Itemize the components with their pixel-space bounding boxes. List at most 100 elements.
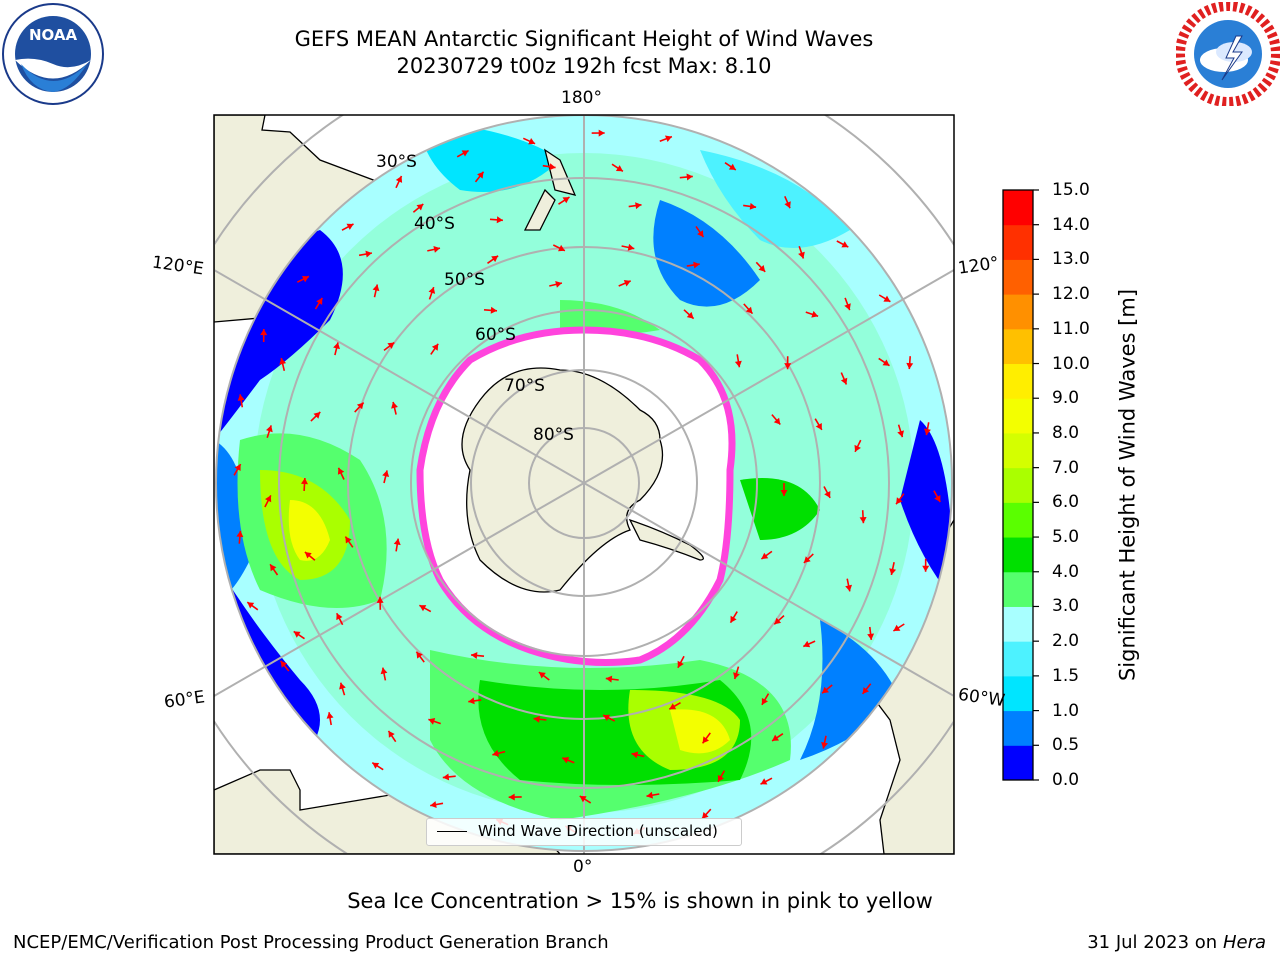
wave-arrow-head — [798, 251, 805, 259]
wave-arrow-head — [490, 306, 497, 314]
colorbar-frame — [1002, 189, 1034, 781]
colorbar-tick-label: 11.0 — [1052, 318, 1090, 339]
wave-arrow-head — [270, 564, 277, 572]
lat-label-50s: 50°S — [444, 270, 485, 290]
wave-arrow-head — [821, 742, 828, 749]
map-frame — [213, 114, 955, 855]
wave-arrow-head — [280, 660, 288, 668]
wave-arrow-head — [646, 791, 653, 799]
wave-arrow-head — [728, 163, 736, 170]
graticule — [214, 115, 954, 854]
chart-subtitle: 20230729 t00z 192h fcst Max: 8.10 — [396, 54, 772, 78]
colorbar-tick-label: 14.0 — [1052, 214, 1090, 235]
map-legend: Wind Wave Direction (unscaled) — [426, 818, 742, 846]
wave-arrow-head — [615, 165, 623, 172]
wave-arrow-head — [665, 135, 672, 142]
wave-arrow-head — [388, 730, 395, 738]
wave-arrow-head — [603, 714, 611, 721]
colorbar-segment — [1003, 675, 1033, 712]
colorbar-segment — [1003, 502, 1033, 538]
wave-arrow-head — [745, 306, 753, 314]
wave-arrow-head — [555, 281, 562, 288]
colorbar-segment — [1003, 224, 1033, 260]
lat-label-70s: 70°S — [504, 376, 545, 396]
colorbar — [1002, 189, 1039, 781]
wave-arrow-head — [883, 295, 891, 302]
wave-arrow-head — [702, 812, 709, 819]
wave-arrow-head — [623, 280, 631, 287]
wave-arrow-head — [635, 202, 642, 210]
land-antarctic-peninsula — [628, 518, 704, 561]
lat-label-40s: 40°S — [414, 214, 455, 234]
run-date-text: 31 Jul 2023 on — [1087, 932, 1218, 953]
wave-arrow-head — [733, 672, 740, 679]
colorbar-tick-label: 15.0 — [1052, 180, 1090, 200]
wave-arrow-head — [627, 243, 635, 251]
wave-arrow-head — [391, 401, 398, 409]
wave-arrow-head — [697, 230, 704, 238]
wave-arrow-head — [844, 303, 851, 311]
producer-credit: NCEP/EMC/Verification Post Processing Pr… — [13, 932, 609, 953]
wave-arrow-head — [302, 276, 309, 283]
wave-arrow-head — [803, 556, 811, 563]
wave-arrow-head — [260, 329, 268, 336]
wave-arrow-head — [356, 402, 364, 410]
wave-arrow-head — [882, 359, 890, 366]
wave-arrow-head — [301, 478, 308, 485]
wave-arrow-head — [677, 660, 684, 668]
wave-arrow-head — [761, 552, 769, 559]
wave-arrow-head — [693, 261, 700, 269]
wave-arrow-head — [382, 470, 390, 477]
wave-arrow-head — [496, 216, 503, 224]
wave-arrow-head — [815, 423, 822, 430]
wave-arrow-head — [934, 495, 941, 502]
run-date: 31 Jul 2023 on Hera — [1087, 932, 1266, 953]
wave-arrow-head — [897, 430, 904, 438]
wave-arrow-head — [822, 686, 829, 694]
wave-arrow-head — [562, 757, 570, 764]
wave-arrow-head — [376, 596, 384, 603]
wave-arrow-head — [428, 287, 436, 294]
wave-arrow-head — [562, 197, 570, 204]
wave-arrow-head — [237, 394, 245, 401]
colorbar-tick-label: 10.0 — [1052, 353, 1090, 374]
wave-arrow-head — [598, 129, 605, 137]
wave-arrow-head — [669, 703, 677, 710]
wave-arrow-head — [313, 412, 321, 419]
colorbar-segment — [1003, 467, 1033, 503]
wave-arrow-head — [345, 536, 352, 544]
colorbar-tick-label: 13.0 — [1052, 249, 1090, 270]
wave-arrow-head — [372, 284, 380, 292]
colorbar-segment — [1003, 710, 1033, 746]
wave-arrow-head — [416, 651, 423, 659]
colorbar-tick-label: 3.0 — [1052, 596, 1080, 617]
wave-arrow-head — [528, 138, 536, 145]
colorbar-tick-label: 8.0 — [1052, 422, 1080, 443]
wave-arrow-head — [266, 425, 273, 433]
wave-arrow-head — [538, 672, 546, 679]
wave-arrow-head — [316, 297, 323, 305]
lat-label-30s: 30°S — [376, 152, 417, 172]
wave-arrow-head — [889, 568, 897, 575]
wave-arrow-head — [854, 444, 861, 452]
wave-arrow-head — [734, 360, 742, 368]
wave-arrow-head — [372, 762, 380, 769]
wave-arrow-head — [579, 796, 587, 803]
wave-arrow-head — [859, 517, 867, 524]
wave-arrow-head — [824, 491, 831, 498]
colorbar-segment — [1003, 745, 1033, 781]
wave-arrow-head — [339, 682, 346, 690]
machine-name: Hera — [1222, 932, 1266, 953]
wave-arrow-head — [430, 801, 437, 808]
colorbar-segment — [1003, 259, 1033, 295]
wave-arrow-head — [605, 675, 613, 683]
wave-arrow-head — [772, 734, 779, 741]
colorbar-tick-label: 5.0 — [1052, 527, 1080, 548]
wave-arrow-head — [780, 490, 788, 496]
colorbar-segment — [1003, 641, 1033, 677]
lat-label-80s: 80°S — [533, 425, 574, 445]
wave-arrow-head — [508, 793, 515, 801]
colorbar-tick-label: 4.0 — [1052, 561, 1080, 582]
wave-arrow-head — [686, 311, 694, 319]
